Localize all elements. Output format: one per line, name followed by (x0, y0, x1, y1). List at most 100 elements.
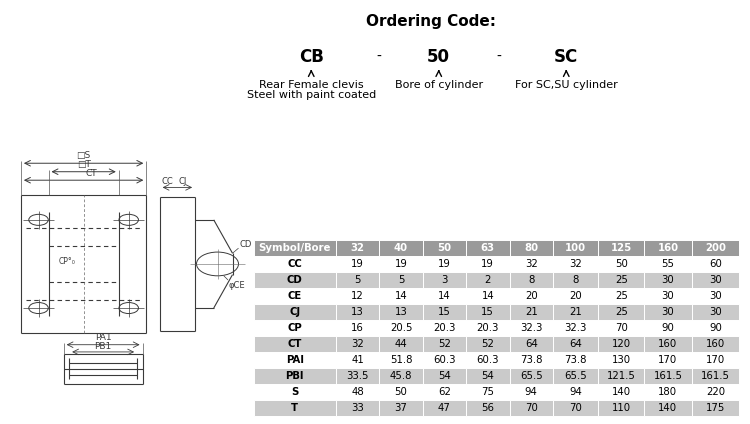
Text: 50: 50 (427, 48, 450, 66)
Bar (692, 351, 740, 368)
Text: 94: 94 (569, 387, 582, 396)
Text: 12: 12 (351, 290, 364, 301)
Bar (380, 240, 423, 256)
Text: 41: 41 (351, 354, 364, 365)
Text: 47: 47 (438, 402, 451, 413)
Text: 161.5: 161.5 (701, 371, 730, 380)
Text: 160: 160 (706, 338, 725, 349)
Bar (254, 271, 336, 287)
Bar (380, 271, 423, 287)
Text: 70: 70 (525, 402, 538, 413)
Bar (380, 256, 423, 271)
Bar (692, 399, 740, 416)
Text: 120: 120 (612, 338, 631, 349)
Text: 19: 19 (482, 259, 494, 268)
Text: Ordering Code:: Ordering Code: (366, 14, 496, 29)
Text: 14: 14 (438, 290, 451, 301)
Bar (692, 256, 740, 271)
Bar (336, 368, 380, 384)
Bar (509, 256, 553, 271)
Text: 75: 75 (482, 387, 494, 396)
Text: 64: 64 (569, 338, 582, 349)
Bar (336, 384, 380, 399)
Bar (423, 335, 466, 351)
Text: 140: 140 (658, 402, 677, 413)
Text: 20: 20 (569, 290, 582, 301)
Text: 13: 13 (394, 307, 407, 317)
Bar (598, 240, 644, 256)
Bar (598, 304, 644, 320)
Bar (553, 351, 598, 368)
Bar (598, 287, 644, 304)
Text: 90: 90 (662, 323, 674, 332)
Text: 40: 40 (394, 243, 408, 253)
Text: CJ: CJ (290, 307, 300, 317)
Text: 170: 170 (706, 354, 725, 365)
Bar (644, 304, 692, 320)
Text: 65.5: 65.5 (520, 371, 542, 380)
Text: -: - (376, 50, 381, 64)
Text: 30: 30 (710, 307, 722, 317)
Text: 25: 25 (615, 275, 628, 285)
Text: 60.3: 60.3 (476, 354, 499, 365)
Text: 33.5: 33.5 (346, 371, 369, 380)
Text: 160: 160 (658, 338, 677, 349)
Bar (509, 351, 553, 368)
Bar (509, 399, 553, 416)
Bar (254, 320, 336, 335)
Bar (466, 320, 509, 335)
Bar (336, 240, 380, 256)
Bar (553, 304, 598, 320)
Bar (423, 368, 466, 384)
Bar (380, 287, 423, 304)
Text: 121.5: 121.5 (607, 371, 636, 380)
Text: CP°₀: CP°₀ (58, 257, 76, 266)
Text: CC: CC (162, 177, 174, 186)
Text: 20.3: 20.3 (433, 323, 455, 332)
Text: 32.3: 32.3 (520, 323, 542, 332)
Text: 170: 170 (658, 354, 677, 365)
Text: 20.5: 20.5 (390, 323, 412, 332)
Bar (598, 351, 644, 368)
Text: CP: CP (287, 323, 302, 332)
Bar (254, 256, 336, 271)
Text: 30: 30 (662, 307, 674, 317)
Text: 19: 19 (394, 259, 407, 268)
Text: 30: 30 (662, 290, 674, 301)
Bar (254, 399, 336, 416)
Text: 60: 60 (710, 259, 722, 268)
Text: CT: CT (287, 338, 302, 349)
Text: 63: 63 (481, 243, 495, 253)
Bar (254, 335, 336, 351)
Bar (254, 368, 336, 384)
Text: 14: 14 (482, 290, 494, 301)
Text: PBI: PBI (286, 371, 304, 380)
Text: 32: 32 (525, 259, 538, 268)
Bar (644, 351, 692, 368)
Text: 70: 70 (615, 323, 628, 332)
Text: 60.3: 60.3 (433, 354, 456, 365)
Bar (692, 384, 740, 399)
Bar (380, 368, 423, 384)
Bar (466, 304, 509, 320)
Text: Rear Female clevis: Rear Female clevis (259, 80, 364, 90)
Bar (598, 335, 644, 351)
Text: CC: CC (287, 259, 302, 268)
Bar (509, 368, 553, 384)
Text: PAI: PAI (286, 354, 304, 365)
Text: CD: CD (240, 240, 252, 249)
Text: -: - (496, 50, 501, 64)
Text: 48: 48 (351, 387, 364, 396)
Text: Steel with paint coated: Steel with paint coated (247, 90, 376, 100)
Text: 21: 21 (525, 307, 538, 317)
Text: 33: 33 (351, 402, 364, 413)
Text: □T: □T (76, 160, 91, 169)
Bar (423, 351, 466, 368)
Bar (423, 384, 466, 399)
Bar (380, 351, 423, 368)
Text: 15: 15 (482, 307, 494, 317)
Bar (423, 256, 466, 271)
Text: 5: 5 (355, 275, 361, 285)
Bar (509, 240, 553, 256)
Text: 19: 19 (351, 259, 364, 268)
